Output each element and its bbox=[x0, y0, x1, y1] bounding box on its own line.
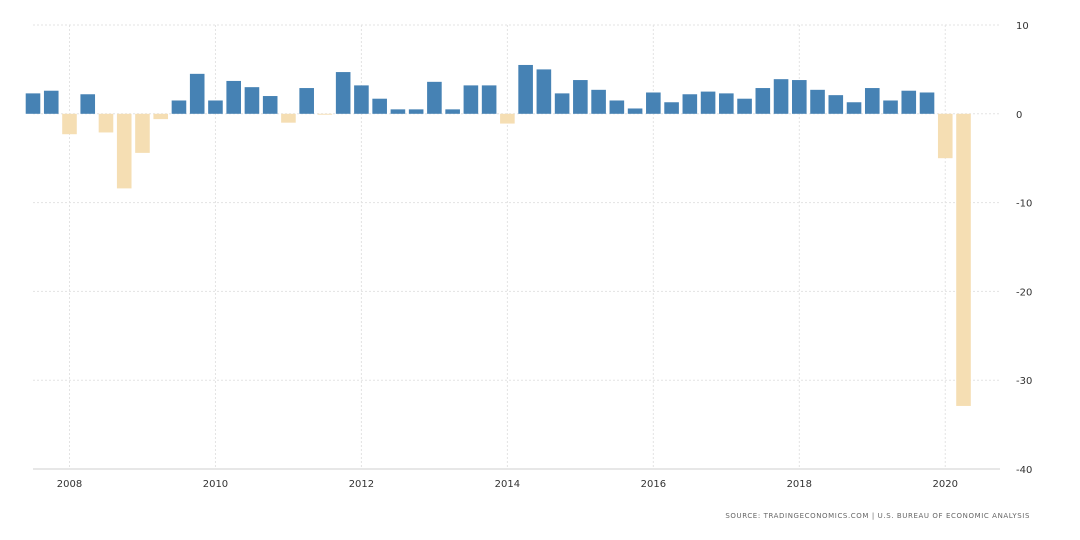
bar bbox=[664, 102, 679, 114]
bar bbox=[773, 79, 789, 114]
y-tick-label: -20 bbox=[1016, 287, 1032, 298]
bar bbox=[390, 109, 406, 114]
y-tick-label: -30 bbox=[1016, 376, 1032, 387]
bar bbox=[719, 93, 734, 114]
bar bbox=[335, 72, 351, 114]
bar bbox=[354, 85, 369, 114]
bar bbox=[609, 100, 625, 114]
bar bbox=[262, 96, 278, 114]
bar bbox=[43, 90, 59, 114]
bar bbox=[427, 81, 442, 114]
grid-lines bbox=[33, 24, 1000, 470]
bar bbox=[116, 113, 132, 189]
bar bbox=[244, 87, 260, 114]
bar bbox=[937, 113, 953, 159]
bar bbox=[828, 95, 844, 114]
bar bbox=[536, 69, 552, 114]
bar bbox=[846, 102, 862, 114]
bar bbox=[864, 88, 880, 114]
bar bbox=[208, 100, 223, 114]
bar bbox=[755, 88, 771, 114]
bar bbox=[445, 109, 460, 114]
bar bbox=[518, 64, 533, 114]
y-tick-label: -40 bbox=[1016, 465, 1032, 476]
bar bbox=[281, 113, 296, 123]
y-axis-ticks: 10 0 -10 -20 -30 -40 bbox=[1016, 21, 1032, 476]
bar bbox=[463, 85, 479, 114]
bar bbox=[171, 100, 187, 114]
bar bbox=[810, 89, 825, 114]
bar bbox=[80, 94, 96, 114]
bar bbox=[500, 113, 515, 124]
bar bbox=[554, 93, 570, 114]
y-tick-label: -10 bbox=[1016, 199, 1032, 210]
bar bbox=[682, 94, 698, 114]
source-note: SOURCE: TRADINGECONOMICS.COM | U.S. BURE… bbox=[725, 512, 1030, 520]
bar bbox=[189, 73, 205, 114]
bar bbox=[573, 80, 588, 114]
bar bbox=[591, 89, 606, 114]
bar bbox=[700, 91, 716, 114]
bar bbox=[62, 113, 77, 135]
x-tick-label: 2020 bbox=[933, 479, 958, 490]
bar bbox=[408, 109, 424, 114]
bar bbox=[299, 88, 314, 114]
bar bbox=[98, 113, 114, 133]
bar bbox=[883, 100, 898, 114]
x-tick-label: 2008 bbox=[57, 479, 82, 490]
bar bbox=[135, 113, 150, 153]
bar bbox=[956, 113, 971, 406]
bar bbox=[919, 92, 935, 114]
bar bbox=[25, 93, 41, 114]
bar bbox=[226, 80, 241, 114]
x-tick-label: 2014 bbox=[495, 479, 520, 490]
x-axis-ticks: 2008 2010 2012 2014 2016 2018 2020 bbox=[57, 479, 958, 490]
bar bbox=[646, 92, 661, 114]
x-tick-label: 2012 bbox=[349, 479, 374, 490]
bar-series bbox=[25, 64, 971, 406]
bar bbox=[372, 98, 387, 114]
x-tick-label: 2010 bbox=[203, 479, 228, 490]
bar bbox=[153, 113, 169, 120]
bar bbox=[901, 90, 917, 114]
bar bbox=[317, 113, 333, 115]
bar bbox=[792, 80, 807, 114]
bar bbox=[481, 85, 497, 114]
bar bbox=[627, 108, 643, 114]
y-tick-label: 10 bbox=[1016, 21, 1029, 32]
bar bbox=[737, 98, 752, 114]
x-tick-label: 2018 bbox=[787, 479, 812, 490]
y-tick-label: 0 bbox=[1016, 110, 1022, 121]
x-tick-label: 2016 bbox=[641, 479, 666, 490]
